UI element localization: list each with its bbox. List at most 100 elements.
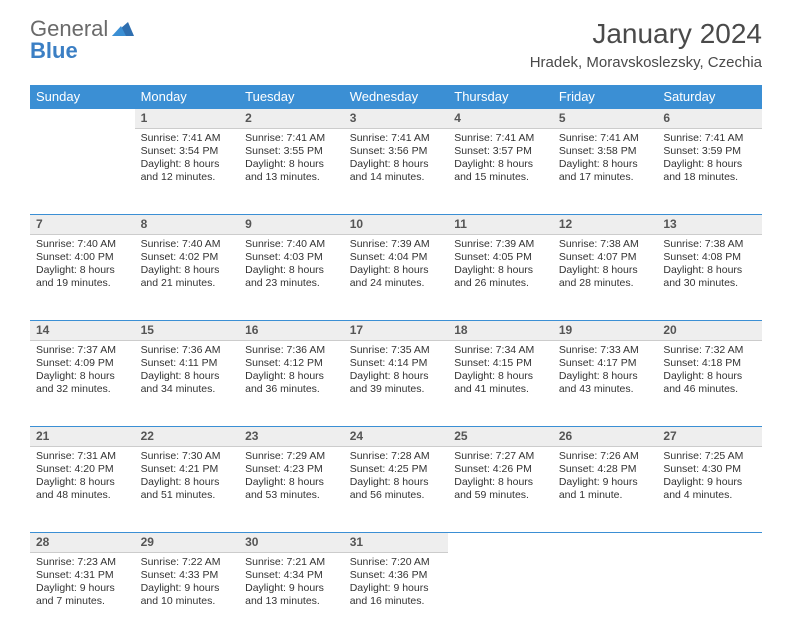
day-cell-body: Sunrise: 7:27 AMSunset: 4:26 PMDaylight:… (448, 447, 553, 509)
sunrise-text: Sunrise: 7:41 AM (245, 132, 338, 145)
day-number: 12 (553, 215, 658, 235)
day-cell-body: Sunrise: 7:34 AMSunset: 4:15 PMDaylight:… (448, 341, 553, 403)
day-number: 5 (553, 109, 658, 129)
day-number: 17 (344, 321, 449, 341)
sunset-text: Sunset: 3:58 PM (559, 145, 652, 158)
day-cell-body: Sunrise: 7:26 AMSunset: 4:28 PMDaylight:… (553, 447, 658, 509)
day-cell-body: Sunrise: 7:41 AMSunset: 3:56 PMDaylight:… (344, 129, 449, 191)
daylight-text: Daylight: 8 hours and 51 minutes. (141, 476, 234, 502)
sunset-text: Sunset: 4:18 PM (663, 357, 756, 370)
day-cell-body: Sunrise: 7:28 AMSunset: 4:25 PMDaylight:… (344, 447, 449, 509)
day-cell: Sunrise: 7:41 AMSunset: 3:56 PMDaylight:… (344, 129, 449, 215)
day-cell: Sunrise: 7:35 AMSunset: 4:14 PMDaylight:… (344, 341, 449, 427)
day-number: 6 (657, 109, 762, 129)
daylight-text: Daylight: 8 hours and 13 minutes. (245, 158, 338, 184)
sunset-text: Sunset: 4:20 PM (36, 463, 129, 476)
day-cell-body: Sunrise: 7:31 AMSunset: 4:20 PMDaylight:… (30, 447, 135, 509)
day-cell: Sunrise: 7:20 AMSunset: 4:36 PMDaylight:… (344, 553, 449, 639)
day-cell-body: Sunrise: 7:30 AMSunset: 4:21 PMDaylight:… (135, 447, 240, 509)
day-number: 19 (553, 321, 658, 341)
day-header: Friday (553, 85, 658, 109)
sunrise-text: Sunrise: 7:21 AM (245, 556, 338, 569)
day-number: 11 (448, 215, 553, 235)
sunrise-text: Sunrise: 7:29 AM (245, 450, 338, 463)
day-cell-body: Sunrise: 7:36 AMSunset: 4:12 PMDaylight:… (239, 341, 344, 403)
daylight-text: Daylight: 8 hours and 12 minutes. (141, 158, 234, 184)
day-cell: Sunrise: 7:33 AMSunset: 4:17 PMDaylight:… (553, 341, 658, 427)
daylight-text: Daylight: 8 hours and 56 minutes. (350, 476, 443, 502)
logo-text: General Blue (30, 18, 134, 62)
day-number: 8 (135, 215, 240, 235)
sunrise-text: Sunrise: 7:36 AM (141, 344, 234, 357)
sunrise-text: Sunrise: 7:27 AM (454, 450, 547, 463)
day-cell: Sunrise: 7:40 AMSunset: 4:02 PMDaylight:… (135, 235, 240, 321)
day-cell: Sunrise: 7:21 AMSunset: 4:34 PMDaylight:… (239, 553, 344, 639)
day-number: 31 (344, 533, 449, 553)
day-number: 2 (239, 109, 344, 129)
logo-word-2: Blue (30, 38, 78, 63)
day-cell-body: Sunrise: 7:33 AMSunset: 4:17 PMDaylight:… (553, 341, 658, 403)
sunrise-text: Sunrise: 7:39 AM (454, 238, 547, 251)
daylight-text: Daylight: 9 hours and 1 minute. (559, 476, 652, 502)
sunset-text: Sunset: 4:04 PM (350, 251, 443, 264)
day-cell-body: Sunrise: 7:23 AMSunset: 4:31 PMDaylight:… (30, 553, 135, 615)
sunset-text: Sunset: 4:36 PM (350, 569, 443, 582)
sunset-text: Sunset: 4:03 PM (245, 251, 338, 264)
sunrise-text: Sunrise: 7:41 AM (663, 132, 756, 145)
day-number: 28 (30, 533, 135, 553)
day-cell-body: Sunrise: 7:39 AMSunset: 4:05 PMDaylight:… (448, 235, 553, 297)
sunset-text: Sunset: 4:14 PM (350, 357, 443, 370)
day-number: 3 (344, 109, 449, 129)
week-row: Sunrise: 7:31 AMSunset: 4:20 PMDaylight:… (30, 447, 762, 533)
day-number: 4 (448, 109, 553, 129)
daylight-text: Daylight: 8 hours and 23 minutes. (245, 264, 338, 290)
day-cell (657, 553, 762, 639)
day-number: 10 (344, 215, 449, 235)
day-cell-body: Sunrise: 7:40 AMSunset: 4:03 PMDaylight:… (239, 235, 344, 297)
daylight-text: Daylight: 8 hours and 59 minutes. (454, 476, 547, 502)
day-header: Monday (135, 85, 240, 109)
daynum-row: 14151617181920 (30, 321, 762, 341)
day-cell-body: Sunrise: 7:36 AMSunset: 4:11 PMDaylight:… (135, 341, 240, 403)
daylight-text: Daylight: 8 hours and 48 minutes. (36, 476, 129, 502)
day-cell-body: Sunrise: 7:38 AMSunset: 4:07 PMDaylight:… (553, 235, 658, 297)
day-cell-body: Sunrise: 7:40 AMSunset: 4:00 PMDaylight:… (30, 235, 135, 297)
sunset-text: Sunset: 3:56 PM (350, 145, 443, 158)
sunset-text: Sunset: 3:57 PM (454, 145, 547, 158)
day-cell-body: Sunrise: 7:25 AMSunset: 4:30 PMDaylight:… (657, 447, 762, 509)
day-number: 21 (30, 427, 135, 447)
daylight-text: Daylight: 8 hours and 41 minutes. (454, 370, 547, 396)
sunrise-text: Sunrise: 7:35 AM (350, 344, 443, 357)
sunrise-text: Sunrise: 7:40 AM (141, 238, 234, 251)
day-cell: Sunrise: 7:41 AMSunset: 3:57 PMDaylight:… (448, 129, 553, 215)
daylight-text: Daylight: 8 hours and 46 minutes. (663, 370, 756, 396)
sunset-text: Sunset: 4:02 PM (141, 251, 234, 264)
daylight-text: Daylight: 8 hours and 24 minutes. (350, 264, 443, 290)
month-title: January 2024 (530, 18, 762, 50)
sunset-text: Sunset: 4:26 PM (454, 463, 547, 476)
sunrise-text: Sunrise: 7:41 AM (559, 132, 652, 145)
sunset-text: Sunset: 4:25 PM (350, 463, 443, 476)
daylight-text: Daylight: 8 hours and 19 minutes. (36, 264, 129, 290)
day-cell: Sunrise: 7:36 AMSunset: 4:11 PMDaylight:… (135, 341, 240, 427)
sunset-text: Sunset: 3:59 PM (663, 145, 756, 158)
day-header-row: Sunday Monday Tuesday Wednesday Thursday… (30, 85, 762, 109)
day-cell-body: Sunrise: 7:29 AMSunset: 4:23 PMDaylight:… (239, 447, 344, 509)
sunrise-text: Sunrise: 7:36 AM (245, 344, 338, 357)
day-number (448, 533, 553, 553)
day-cell: Sunrise: 7:32 AMSunset: 4:18 PMDaylight:… (657, 341, 762, 427)
daynum-row: 123456 (30, 109, 762, 129)
day-cell-body: Sunrise: 7:35 AMSunset: 4:14 PMDaylight:… (344, 341, 449, 403)
day-cell: Sunrise: 7:37 AMSunset: 4:09 PMDaylight:… (30, 341, 135, 427)
sunset-text: Sunset: 4:08 PM (663, 251, 756, 264)
logo-mark-icon (112, 22, 134, 36)
sunrise-text: Sunrise: 7:38 AM (559, 238, 652, 251)
day-header: Wednesday (344, 85, 449, 109)
daylight-text: Daylight: 9 hours and 16 minutes. (350, 582, 443, 608)
sunset-text: Sunset: 4:17 PM (559, 357, 652, 370)
day-cell-body: Sunrise: 7:22 AMSunset: 4:33 PMDaylight:… (135, 553, 240, 615)
sunrise-text: Sunrise: 7:33 AM (559, 344, 652, 357)
day-number (553, 533, 658, 553)
day-cell: Sunrise: 7:41 AMSunset: 3:54 PMDaylight:… (135, 129, 240, 215)
day-cell (30, 129, 135, 215)
